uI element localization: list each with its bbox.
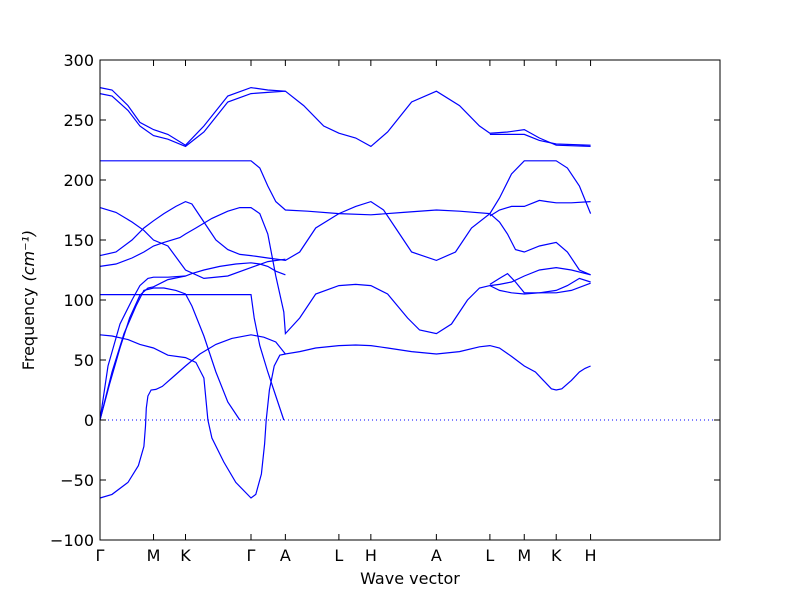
x-tick-label: K: [180, 546, 191, 565]
y-tick-label: 150: [63, 231, 94, 250]
band-line-6: [99, 275, 186, 421]
band-line-8: [99, 200, 591, 276]
plot-frame: [99, 59, 721, 541]
x-tick-label: H: [365, 546, 377, 565]
y-axis: −100 −50 0 50 100 150 200 250 300: [50, 51, 720, 550]
y-tick-label: 0: [84, 411, 94, 430]
kpoint-markers: [99, 60, 592, 540]
band-line-5: [100, 294, 285, 421]
band-line-12: [99, 86, 286, 146]
x-axis-label: Wave vector: [360, 569, 460, 588]
band-line-3: [99, 262, 286, 421]
y-tick-label: −100: [50, 531, 94, 550]
x-tick-label: H: [585, 546, 597, 565]
y-tick-label: 50: [74, 351, 94, 370]
y-tick-label: 250: [63, 111, 94, 130]
band-line-11: [99, 90, 591, 148]
y-axis-label: Frequency (cm⁻¹): [19, 230, 38, 370]
y-axis-label-unit: (cm⁻¹): [19, 230, 38, 282]
x-tick-label: M: [147, 546, 161, 565]
band-line-15: [489, 277, 591, 295]
x-tick-label: A: [431, 546, 442, 565]
band-line-7: [99, 207, 591, 336]
band-line-2: [99, 334, 286, 499]
band-line-13: [489, 272, 591, 294]
x-tick-label: A: [280, 546, 291, 565]
band-line-4: [99, 287, 241, 421]
y-tick-label: −50: [60, 471, 94, 490]
y-tick-label: 300: [63, 51, 94, 70]
band-line-9: [99, 207, 286, 280]
x-tick-label: Γ: [96, 546, 105, 565]
band-line-1: [99, 334, 591, 499]
y-tick-label: 200: [63, 171, 94, 190]
y-axis-label-text: Frequency: [19, 288, 38, 371]
band-line-16: [489, 133, 591, 146]
x-tick-label: L: [334, 546, 343, 565]
band-line-10: [100, 160, 592, 216]
y-tick-label: 100: [63, 291, 94, 310]
phonon-bands: [99, 86, 592, 499]
band-line-14: [489, 199, 591, 217]
x-tick-label: M: [517, 546, 531, 565]
x-tick-label: L: [485, 546, 494, 565]
x-tick-label: Γ: [247, 546, 256, 565]
x-tick-label: K: [551, 546, 562, 565]
